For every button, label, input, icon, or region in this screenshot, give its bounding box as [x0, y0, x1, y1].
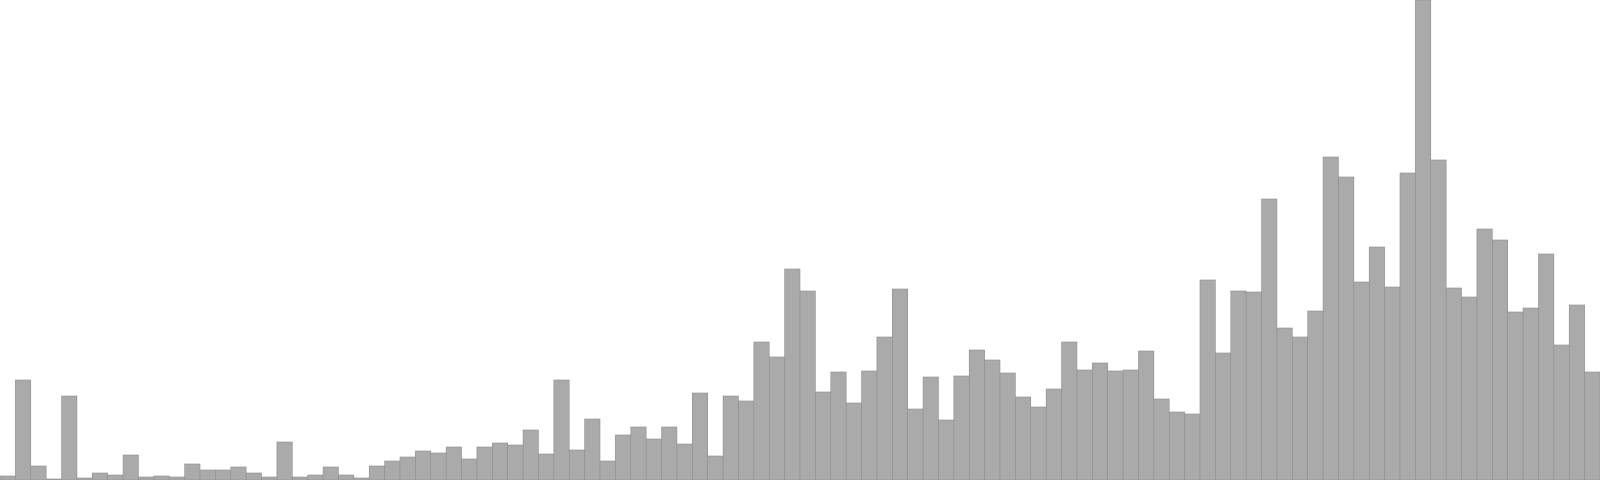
bar-67: [1030, 406, 1047, 480]
bar-65: [999, 372, 1016, 480]
bar-15: [230, 466, 247, 480]
bar-36: [553, 379, 570, 480]
bar-16: [245, 472, 262, 480]
bar-18: [276, 441, 293, 480]
bar-53: [815, 391, 832, 480]
bar-66: [1015, 396, 1032, 480]
bar-70: [1076, 369, 1093, 480]
bar-69: [1061, 341, 1078, 480]
bar-0: [0, 475, 16, 480]
bar-88: [1353, 281, 1370, 480]
bar-8: [122, 454, 139, 480]
bar-96: [1476, 228, 1493, 480]
bar-52: [799, 290, 816, 480]
bar-28: [430, 452, 447, 480]
bar-20: [307, 474, 324, 480]
bar-51: [784, 268, 801, 480]
bar-54: [830, 371, 847, 480]
bar-29: [445, 446, 462, 480]
bar-74: [1138, 350, 1155, 480]
bar-33: [507, 444, 524, 480]
bar-30: [461, 458, 478, 480]
bar-90: [1384, 286, 1401, 480]
bar-77: [1184, 413, 1201, 480]
bar-89: [1368, 246, 1385, 480]
bar-6: [92, 472, 108, 480]
bar-1: [15, 379, 32, 480]
bar-25: [384, 460, 401, 480]
bar-64: [984, 359, 1001, 480]
bar-56: [861, 370, 878, 480]
bar-62: [953, 375, 970, 480]
bar-91: [1399, 172, 1416, 480]
bar-50: [768, 356, 785, 480]
bar-59: [907, 408, 924, 480]
bar-21: [322, 466, 339, 480]
bar-98: [1507, 311, 1524, 480]
bar-34: [522, 429, 539, 480]
bar-38: [584, 418, 601, 480]
bar-60: [922, 376, 939, 480]
bar-83: [1276, 327, 1293, 480]
bar-44: [676, 443, 693, 480]
bar-99: [1522, 307, 1539, 480]
bar-97: [1492, 239, 1508, 480]
bar-4: [61, 395, 78, 480]
bar-81: [1245, 291, 1262, 480]
bar-55: [845, 402, 862, 480]
bar-45: [692, 392, 708, 480]
bar-26: [399, 456, 416, 480]
bar-68: [1045, 388, 1062, 480]
bar-63: [968, 349, 985, 480]
bar-92: [1415, 0, 1432, 480]
bar-35: [538, 453, 555, 480]
bar-41: [630, 426, 647, 480]
bar-14: [215, 469, 232, 480]
bar-42: [645, 438, 662, 480]
bar-58: [892, 288, 908, 480]
bar-87: [1338, 176, 1355, 480]
bar-95: [1461, 296, 1478, 480]
bar-72: [1107, 370, 1124, 480]
bar-61: [938, 419, 955, 480]
bar-47: [722, 395, 739, 480]
bar-76: [1168, 411, 1185, 480]
bar-100: [1538, 253, 1555, 480]
bar-101: [1553, 344, 1570, 480]
bar-48: [738, 400, 755, 480]
bar-32: [492, 442, 508, 480]
bar-40: [615, 434, 632, 480]
bar-7: [107, 474, 124, 480]
bar-78: [1199, 279, 1216, 480]
bar-85: [1307, 310, 1324, 480]
bar-71: [1092, 362, 1108, 480]
bar-84: [1292, 336, 1308, 480]
bar-27: [415, 450, 432, 480]
bar-79: [1215, 352, 1232, 480]
bar-80: [1230, 290, 1247, 480]
bar-102: [1568, 304, 1585, 480]
bar-94: [1445, 287, 1462, 480]
bar-2: [30, 465, 47, 480]
bar-12: [184, 463, 201, 480]
bar-103: [1584, 371, 1600, 480]
bar-39: [599, 460, 616, 480]
bar-22: [338, 474, 355, 480]
bar-46: [707, 455, 724, 480]
bar-86: [1322, 156, 1339, 480]
bar-43: [661, 426, 678, 480]
bar-31: [476, 446, 493, 480]
bar-10: [153, 475, 170, 480]
bar-75: [1153, 398, 1170, 480]
bar-82: [1261, 198, 1278, 480]
bar-13: [199, 469, 216, 480]
bar-73: [1122, 369, 1139, 480]
bar-49: [753, 341, 770, 480]
bar-93: [1430, 159, 1447, 480]
bar-57: [876, 336, 893, 480]
bar-24: [368, 465, 385, 480]
bar-37: [568, 449, 585, 480]
